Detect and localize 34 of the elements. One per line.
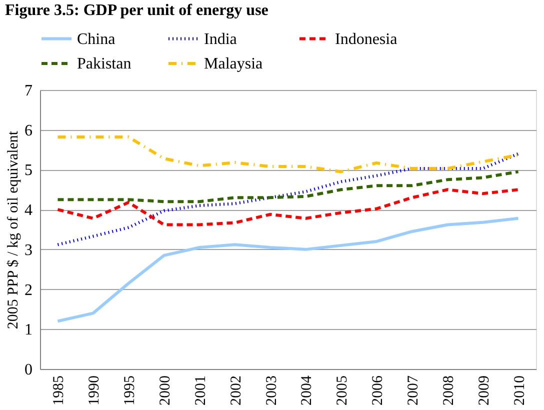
x-tick-label: 2004: [299, 375, 316, 406]
y-tick-label: 7: [24, 82, 32, 100]
legend-label: Pakistan: [77, 56, 132, 72]
x-tick-label: 2005: [334, 376, 351, 406]
x-tick-label: 2002: [228, 376, 244, 406]
line-series: [56, 152, 520, 246]
legend-label: Malaysia: [204, 56, 263, 72]
x-tick-label: 2003: [264, 376, 280, 406]
line-series: [56, 136, 520, 174]
y-tick-label: 1: [24, 322, 32, 339]
x-tick-label: 2000: [158, 376, 174, 406]
y-tick-label: 4: [24, 202, 32, 220]
x-tick-label: 2001: [192, 376, 209, 406]
x-tick-label: 2007: [406, 375, 422, 406]
legend-label: Indonesia: [335, 30, 398, 48]
y-axis-title: 2005 PPP $ / kg of oil equivalent: [6, 130, 22, 330]
y-tick-label: 6: [24, 122, 32, 140]
line-series: [56, 170, 520, 204]
y-tick-label: 0: [24, 362, 32, 378]
y-tick-label: 2: [24, 282, 32, 299]
x-tick-label: 2010: [512, 376, 528, 406]
x-tick-label: 2008: [440, 376, 457, 406]
x-tick-label: 1990: [86, 376, 103, 406]
legend-label: China: [77, 30, 116, 48]
line-series: [56, 216, 520, 323]
x-tick-label: 1995: [122, 376, 138, 406]
x-tick-label: 2009: [476, 376, 492, 406]
chart-title: Figure 3.5: GDP per unit of energy use: [5, 2, 268, 19]
line-series: [56, 188, 520, 226]
y-tick-label: 5: [24, 162, 32, 180]
x-tick-label: 2006: [370, 375, 386, 406]
legend-label: India: [204, 30, 237, 48]
x-tick-label: 1985: [51, 376, 68, 406]
y-tick-label: 3: [24, 242, 32, 259]
